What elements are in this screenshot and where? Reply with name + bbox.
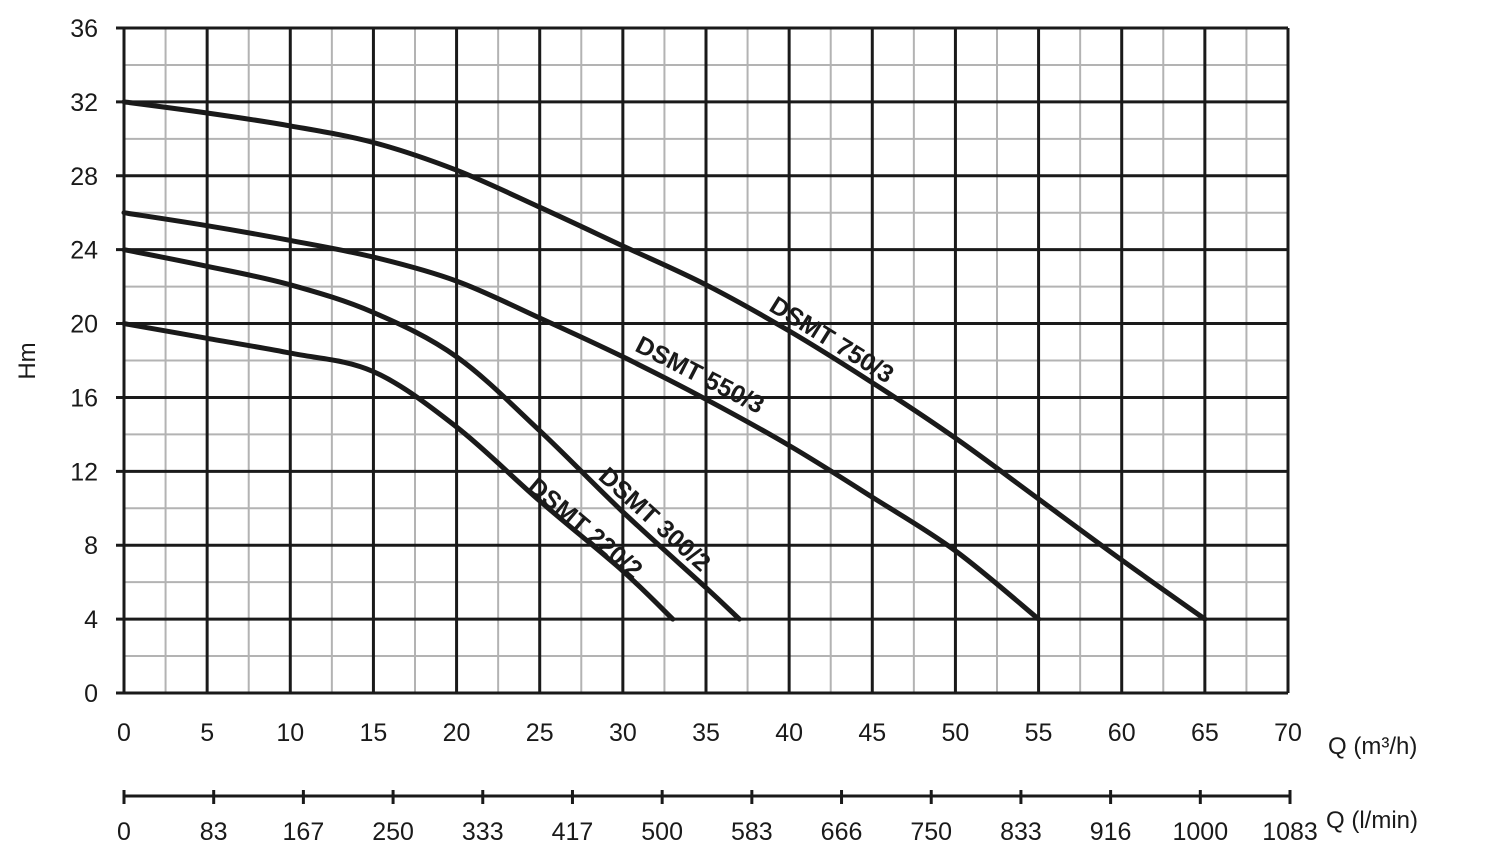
x-tick-label: 35 bbox=[692, 719, 720, 747]
secondary-x-tick-label: 500 bbox=[641, 818, 683, 846]
secondary-x-tick-label: 417 bbox=[552, 818, 594, 846]
x-tick-label: 45 bbox=[858, 719, 886, 747]
curve-dsmt-300-2 bbox=[121, 247, 742, 622]
x-tick-label: 40 bbox=[775, 719, 803, 747]
curve-dsmt-750-3 bbox=[121, 99, 1208, 622]
secondary-x-tick-label: 666 bbox=[821, 818, 863, 846]
y-axis-ticks: 0 4 8 12 16 20 24 28 32 36 bbox=[70, 15, 98, 708]
x-tick-label: 30 bbox=[609, 719, 637, 747]
secondary-x-tick-label: 333 bbox=[462, 818, 504, 846]
y-axis-title: Hm bbox=[14, 342, 41, 379]
x-tick-label: 70 bbox=[1274, 719, 1302, 747]
curves bbox=[121, 99, 1208, 622]
x-tick-label: 55 bbox=[1025, 719, 1053, 747]
y-tick-label: 12 bbox=[70, 458, 98, 486]
x-tick-label: 65 bbox=[1191, 719, 1219, 747]
y-tick-label: 20 bbox=[70, 311, 98, 339]
secondary-x-tick-label: 167 bbox=[283, 818, 325, 846]
curve-dsmt-220-2 bbox=[121, 321, 676, 622]
secondary-x-tick-label: 750 bbox=[910, 818, 952, 846]
y-tick-label: 28 bbox=[70, 163, 98, 191]
secondary-x-axis: 0 83 167 250 333 417 500 583 666 750 833 916 1000 108… bbox=[117, 790, 1318, 846]
x-axis-ticks: 0 5 10 15 20 25 30 35 40 45 50 55 60 65 70 bbox=[117, 719, 1302, 747]
x-tick-label: 5 bbox=[200, 719, 214, 747]
major-grid bbox=[116, 26, 1290, 695]
x-tick-label: 15 bbox=[360, 719, 388, 747]
secondary-x-tick-label: 1083 bbox=[1262, 818, 1318, 846]
secondary-x-tick-label: 916 bbox=[1090, 818, 1132, 846]
x-tick-label: 25 bbox=[526, 719, 554, 747]
y-tick-label: 32 bbox=[70, 89, 98, 117]
secondary-x-tick-label: 83 bbox=[200, 818, 228, 846]
secondary-x-tick-label: 0 bbox=[117, 818, 131, 846]
y-tick-label: 16 bbox=[70, 384, 98, 412]
y-tick-label: 24 bbox=[70, 237, 98, 265]
x-tick-label: 60 bbox=[1108, 719, 1136, 747]
secondary-x-tick-label: 583 bbox=[731, 818, 773, 846]
y-tick-label: 8 bbox=[84, 532, 98, 560]
secondary-x-tick-label: 1000 bbox=[1172, 818, 1228, 846]
x-tick-label: 10 bbox=[276, 719, 304, 747]
secondary-x-axis-title: Q (l/min) bbox=[1326, 807, 1418, 834]
x-tick-label: 20 bbox=[443, 719, 471, 747]
curve-dsmt-550-3 bbox=[121, 210, 1042, 622]
x-axis-title: Q (m³/h) bbox=[1328, 733, 1417, 760]
x-tick-label: 50 bbox=[942, 719, 970, 747]
y-tick-label: 4 bbox=[84, 606, 98, 634]
y-tick-label: 36 bbox=[70, 15, 98, 43]
y-tick-label: 0 bbox=[84, 680, 98, 708]
x-tick-label: 0 bbox=[117, 719, 131, 747]
secondary-x-tick-label: 250 bbox=[372, 818, 414, 846]
secondary-x-tick-label: 833 bbox=[1000, 818, 1042, 846]
